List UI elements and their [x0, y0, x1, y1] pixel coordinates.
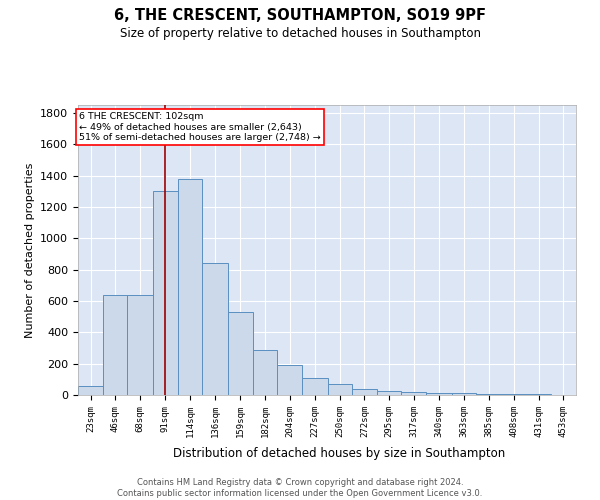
Bar — [277, 365, 302, 395]
Bar — [476, 394, 501, 395]
Text: Distribution of detached houses by size in Southampton: Distribution of detached houses by size … — [173, 448, 505, 460]
Bar — [427, 392, 452, 395]
Bar — [227, 312, 253, 395]
Bar — [352, 388, 377, 395]
Y-axis label: Number of detached properties: Number of detached properties — [25, 162, 35, 338]
Bar — [127, 294, 153, 395]
Text: 6 THE CRESCENT: 102sqm
← 49% of detached houses are smaller (2,643)
51% of semi-: 6 THE CRESCENT: 102sqm ← 49% of detached… — [79, 112, 321, 142]
Text: Size of property relative to detached houses in Southampton: Size of property relative to detached ho… — [119, 27, 481, 40]
Text: 6, THE CRESCENT, SOUTHAMPTON, SO19 9PF: 6, THE CRESCENT, SOUTHAMPTON, SO19 9PF — [114, 8, 486, 22]
Bar — [178, 178, 202, 395]
Text: Contains HM Land Registry data © Crown copyright and database right 2024.
Contai: Contains HM Land Registry data © Crown c… — [118, 478, 482, 498]
Bar — [501, 394, 527, 395]
Bar — [302, 378, 328, 395]
Bar — [103, 294, 127, 395]
Bar — [452, 394, 476, 395]
Bar — [202, 264, 227, 395]
Bar — [527, 394, 551, 395]
Bar — [401, 392, 427, 395]
Bar — [253, 350, 277, 395]
Bar — [377, 391, 401, 395]
Bar — [78, 386, 103, 395]
Bar — [153, 191, 178, 395]
Bar — [328, 384, 352, 395]
